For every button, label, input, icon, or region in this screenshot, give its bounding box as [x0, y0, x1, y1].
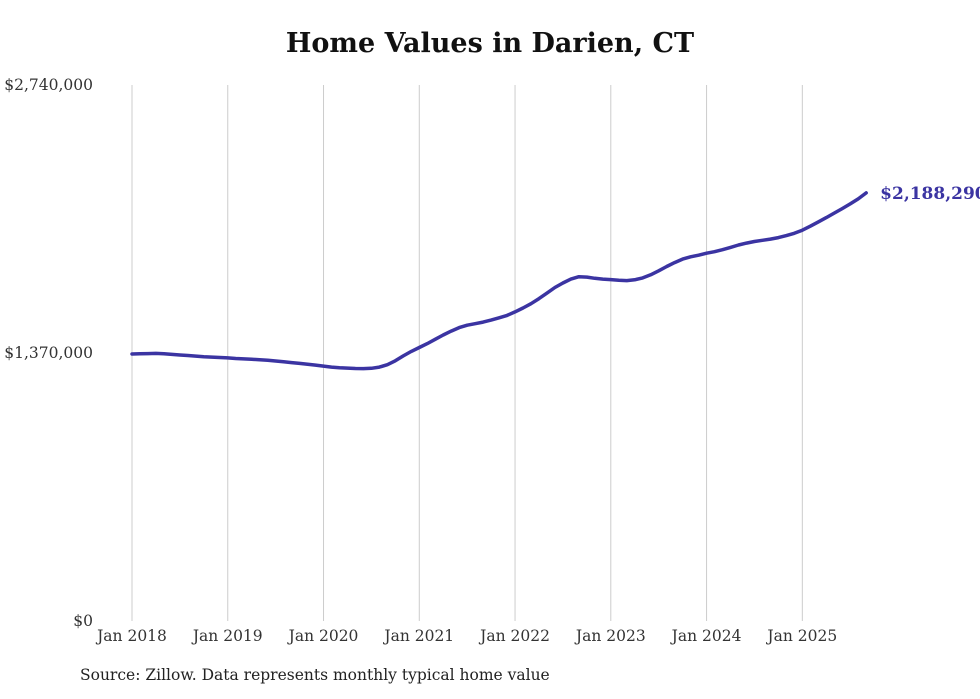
x-axis-tick-label: Jan 2020: [287, 627, 359, 645]
y-axis-tick-label: $1,370,000: [4, 344, 93, 362]
chart-title: Home Values in Darien, CT: [285, 28, 695, 59]
x-axis-tick-label: Jan 2022: [478, 627, 550, 645]
x-axis-tick-label: Jan 2024: [670, 627, 742, 645]
x-axis-tick-label: Jan 2025: [765, 627, 837, 645]
x-axis-tick-label: Jan 2018: [95, 627, 167, 645]
value-line: [130, 191, 868, 371]
x-axis-tick-label: Jan 2023: [574, 627, 646, 645]
x-axis-tick-label: Jan 2021: [382, 627, 454, 645]
source-note: Source: Zillow. Data represents monthly …: [80, 666, 550, 684]
y-axis-tick-label: $2,740,000: [4, 76, 93, 94]
y-axis-tick-label: $0: [73, 612, 93, 630]
current-value-label: $2,188,290: [880, 184, 980, 204]
x-axis-tick-label: Jan 2019: [191, 627, 263, 645]
